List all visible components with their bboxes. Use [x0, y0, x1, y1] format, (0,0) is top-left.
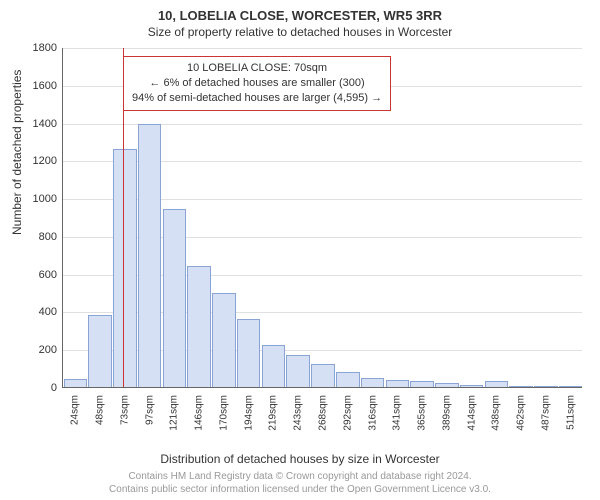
histogram-bar	[559, 386, 583, 387]
x-tick-label: 341sqm	[392, 391, 403, 431]
y-tick-label: 1600	[33, 80, 63, 92]
y-tick-label: 600	[39, 269, 63, 281]
y-tick-label: 200	[39, 344, 63, 356]
y-tick-label: 800	[39, 231, 63, 243]
gridline	[63, 48, 582, 49]
annotation-line-3: 94% of semi-detached houses are larger (…	[132, 91, 382, 106]
x-tick-label: 243sqm	[293, 391, 304, 431]
x-tick-label: 462sqm	[516, 391, 527, 431]
footer-line-1: Contains HM Land Registry data © Crown c…	[0, 470, 600, 483]
histogram-bar	[386, 380, 410, 387]
page-subtitle: Size of property relative to detached ho…	[0, 23, 600, 45]
x-tick-label: 121sqm	[169, 391, 180, 431]
y-tick-label: 1000	[33, 193, 63, 205]
x-tick-label: 414sqm	[466, 391, 477, 431]
x-tick-label: 194sqm	[243, 391, 254, 431]
x-axis-label: Distribution of detached houses by size …	[0, 452, 600, 466]
x-tick-label: 438sqm	[491, 391, 502, 431]
x-tick-label: 268sqm	[318, 391, 329, 431]
y-tick-label: 400	[39, 306, 63, 318]
histogram-bar	[88, 315, 112, 387]
histogram-bar	[435, 383, 459, 387]
histogram-bar	[113, 149, 137, 387]
y-tick-label: 0	[51, 382, 63, 394]
x-tick-label: 73sqm	[119, 391, 130, 425]
x-tick-label: 170sqm	[218, 391, 229, 431]
histogram-bar	[237, 319, 261, 387]
annotation-box: 10 LOBELIA CLOSE: 70sqm← 6% of detached …	[123, 56, 391, 111]
histogram-bar	[64, 379, 88, 387]
x-tick-label: 219sqm	[268, 391, 279, 431]
histogram-bar	[212, 293, 236, 387]
x-tick-label: 365sqm	[417, 391, 428, 431]
histogram-bar	[460, 385, 484, 387]
x-tick-label: 292sqm	[342, 391, 353, 431]
annotation-line-1: 10 LOBELIA CLOSE: 70sqm	[132, 61, 382, 76]
histogram-bar	[534, 386, 558, 387]
y-tick-label: 1400	[33, 118, 63, 130]
histogram-bar	[138, 124, 162, 387]
histogram-bar	[262, 345, 286, 387]
histogram-bar	[187, 266, 211, 387]
annotation-line-2: ← 6% of detached houses are smaller (300…	[132, 76, 382, 91]
histogram-bar	[311, 364, 335, 387]
y-axis-label: Number of detached properties	[10, 70, 24, 235]
x-tick-label: 97sqm	[144, 391, 155, 425]
x-tick-label: 146sqm	[194, 391, 205, 431]
x-tick-label: 487sqm	[540, 391, 551, 431]
footer-line-2: Contains public sector information licen…	[0, 483, 600, 496]
x-tick-label: 48sqm	[95, 391, 106, 425]
footer-attribution: Contains HM Land Registry data © Crown c…	[0, 470, 600, 496]
y-tick-label: 1200	[33, 155, 63, 167]
plot-area: 02004006008001000120014001600180024sqm48…	[62, 48, 582, 388]
x-tick-label: 511sqm	[565, 391, 576, 430]
histogram-bar	[336, 372, 360, 387]
x-tick-label: 389sqm	[441, 391, 452, 431]
y-tick-label: 1800	[33, 42, 63, 54]
histogram-bar	[286, 355, 310, 387]
histogram-bar	[163, 209, 187, 387]
chart-container: 10, LOBELIA CLOSE, WORCESTER, WR5 3RR Si…	[0, 0, 600, 500]
histogram-bar	[410, 381, 434, 387]
histogram-bar	[509, 386, 533, 387]
histogram-bar	[485, 381, 509, 387]
histogram-bar	[361, 378, 385, 387]
x-tick-label: 24sqm	[70, 391, 81, 425]
chart-area: 02004006008001000120014001600180024sqm48…	[62, 48, 582, 418]
x-tick-label: 316sqm	[367, 391, 378, 431]
page-title: 10, LOBELIA CLOSE, WORCESTER, WR5 3RR	[0, 0, 600, 23]
